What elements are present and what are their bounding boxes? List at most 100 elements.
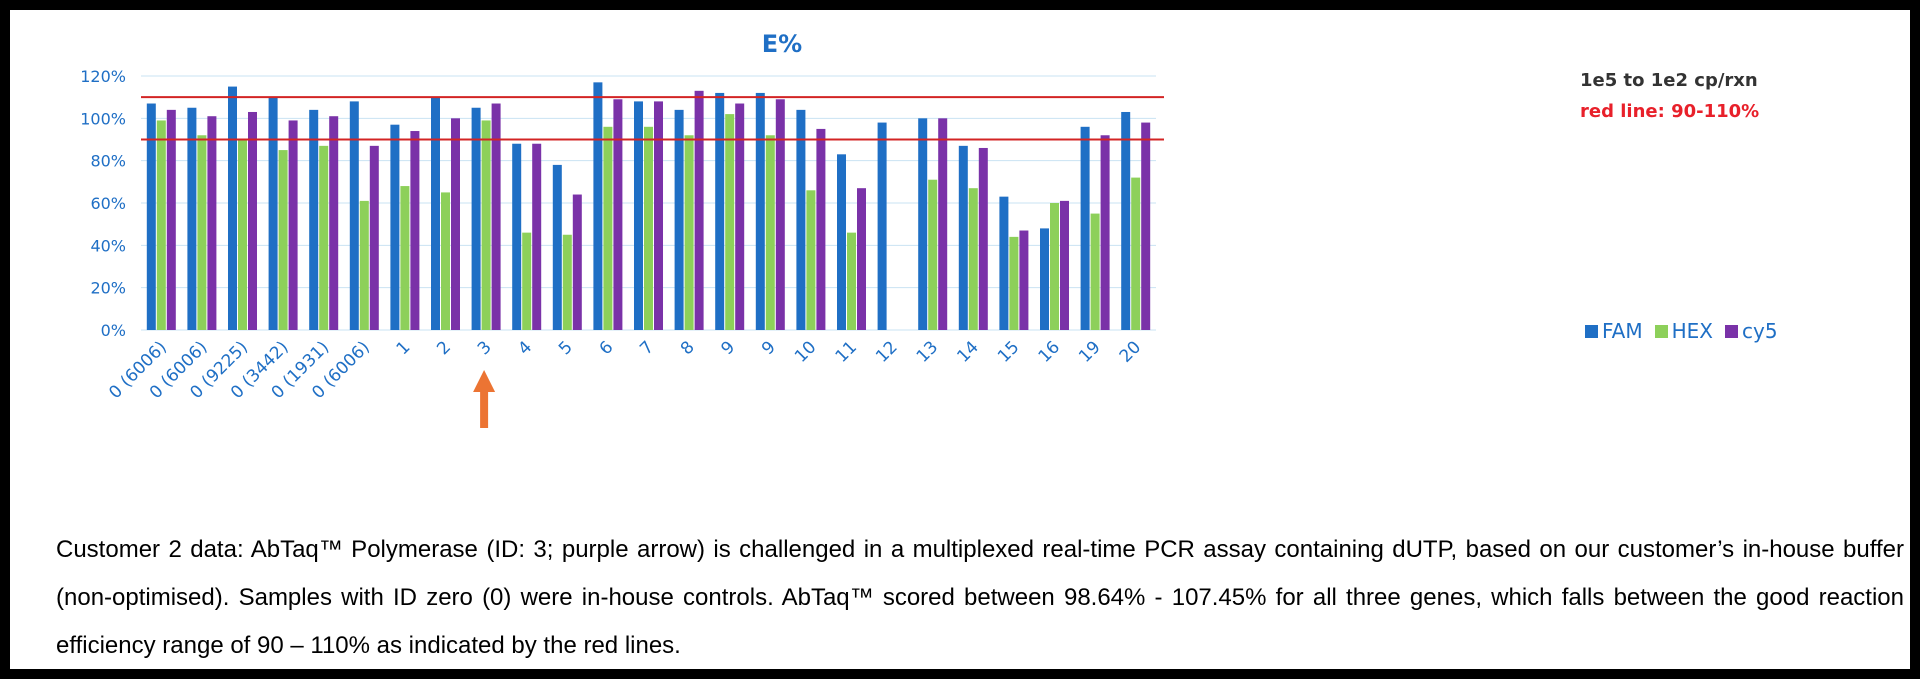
bar-fam <box>512 143 522 330</box>
bar-hex <box>197 135 207 330</box>
bar-cy5 <box>694 90 704 330</box>
bar-hex <box>725 114 735 330</box>
bar-hex <box>968 188 978 330</box>
bar-hex <box>928 179 938 330</box>
y-tick-label: 100% <box>80 109 126 128</box>
x-tick-label: 7 <box>636 337 658 359</box>
bar-hex <box>238 139 247 330</box>
bar-cy5 <box>654 101 663 331</box>
bar-hex <box>847 232 856 330</box>
bar-hex <box>441 192 450 330</box>
annotation-arrow-shaft <box>480 390 489 428</box>
y-tick-label: 120% <box>80 67 126 86</box>
bar-hex <box>400 186 410 330</box>
bar-fam <box>674 109 684 330</box>
y-tick-label: 20% <box>90 279 126 298</box>
x-tick-label: 15 <box>994 337 1023 366</box>
bar-fam <box>593 82 603 330</box>
x-tick-label: 9 <box>758 337 780 359</box>
bar-hex <box>765 135 775 330</box>
x-tick-label: 4 <box>514 337 536 359</box>
x-tick-label: 9 <box>717 337 739 359</box>
bar-cy5 <box>451 118 460 330</box>
bar-cy5 <box>410 131 420 330</box>
bar-fam <box>634 101 643 331</box>
bar-fam <box>146 103 156 331</box>
figure-caption: Customer 2 data: AbTaq™ Polymerase (ID: … <box>56 536 1904 659</box>
chart-legend: FAM HEX cy5 <box>1585 319 1778 343</box>
bar-fam <box>1080 126 1090 330</box>
figure-panel: E% 0% 20% 40% 60% 80% 100% 120% 0 (6006) 0 (6006)… <box>10 10 1910 669</box>
bar-fam <box>349 101 359 331</box>
bar-cy5 <box>1100 135 1110 330</box>
bar-cy5 <box>978 147 988 330</box>
bar-hex <box>1131 177 1141 330</box>
bar-fam <box>999 196 1009 330</box>
bar-fam <box>552 164 562 330</box>
bar-fam <box>1040 228 1049 330</box>
bar-cy5 <box>613 99 623 331</box>
bar-fam <box>228 86 237 330</box>
bar-hex <box>603 126 613 330</box>
bar-fam <box>715 92 725 330</box>
legend-label-fam: FAM <box>1602 319 1643 343</box>
bar-hex <box>522 232 532 330</box>
bar-fam <box>837 154 846 330</box>
bar-cy5 <box>248 111 257 330</box>
bar-fam <box>796 109 806 330</box>
legend-item-hex: HEX <box>1654 319 1713 343</box>
bar-hex <box>1090 213 1100 330</box>
legend-item-cy5: cy5 <box>1725 319 1778 343</box>
x-tick-label: 5 <box>555 337 577 359</box>
x-tick-label: 6 <box>596 337 618 359</box>
bar-cy5 <box>857 188 866 330</box>
bar-hex <box>278 150 288 330</box>
bar-cy5 <box>491 103 501 331</box>
x-tick-label: 2 <box>433 337 455 359</box>
bar-cy5 <box>207 116 217 330</box>
bar-fam <box>431 97 440 331</box>
bar-fam <box>268 97 278 331</box>
bar-cy5 <box>166 109 176 330</box>
legend-swatch-fam <box>1585 324 1598 338</box>
bar-fam <box>1121 111 1131 330</box>
red-line-note: red line: 90-110% <box>1580 101 1760 122</box>
x-tick-label: 8 <box>677 337 699 359</box>
y-tick-label: 80% <box>90 152 126 171</box>
bar-fam <box>187 107 197 330</box>
bar-cy5 <box>1019 230 1029 330</box>
bar-hex <box>156 120 166 330</box>
legend-label-hex: HEX <box>1671 319 1713 343</box>
bar-hex <box>359 200 369 330</box>
y-tick-label: 40% <box>90 236 126 255</box>
x-tick-label: 16 <box>1035 337 1064 366</box>
x-tick-label: 20 <box>1116 337 1145 366</box>
bar-cy5 <box>532 143 542 330</box>
x-tick-label: 14 <box>953 337 982 366</box>
bar-fam <box>958 145 968 330</box>
bar-hex <box>319 145 329 330</box>
legend-item-fam: FAM <box>1585 319 1643 343</box>
y-tick-label: 0% <box>101 321 126 340</box>
bar-hex <box>806 190 816 330</box>
bar-cy5 <box>572 194 582 330</box>
bar-hex <box>684 135 694 330</box>
bar-fam <box>918 118 928 330</box>
chart-title: E% <box>762 30 802 58</box>
bar-cy5 <box>329 116 339 330</box>
bar-hex <box>562 234 572 330</box>
x-tick-label: 13 <box>913 337 942 366</box>
bar-hex <box>481 120 491 330</box>
legend-swatch-cy5 <box>1725 324 1738 338</box>
bar-cy5 <box>1141 122 1151 330</box>
bar-hex <box>1050 203 1059 330</box>
copy-range-note: 1e5 to 1e2 cp/rxn <box>1580 70 1758 91</box>
legend-swatch-hex <box>1654 324 1668 338</box>
bar-hex <box>644 126 653 330</box>
bar-cy5 <box>816 128 826 330</box>
x-tick-label: 3 <box>474 337 496 359</box>
efficiency-bar-chart: E%0%20%40%60%80%100%120%0 (6006)0 (6006)… <box>80 30 1164 428</box>
x-tick-label: 12 <box>872 337 901 366</box>
x-tick-label: 11 <box>832 337 861 366</box>
annotation-arrow-head <box>473 370 496 392</box>
